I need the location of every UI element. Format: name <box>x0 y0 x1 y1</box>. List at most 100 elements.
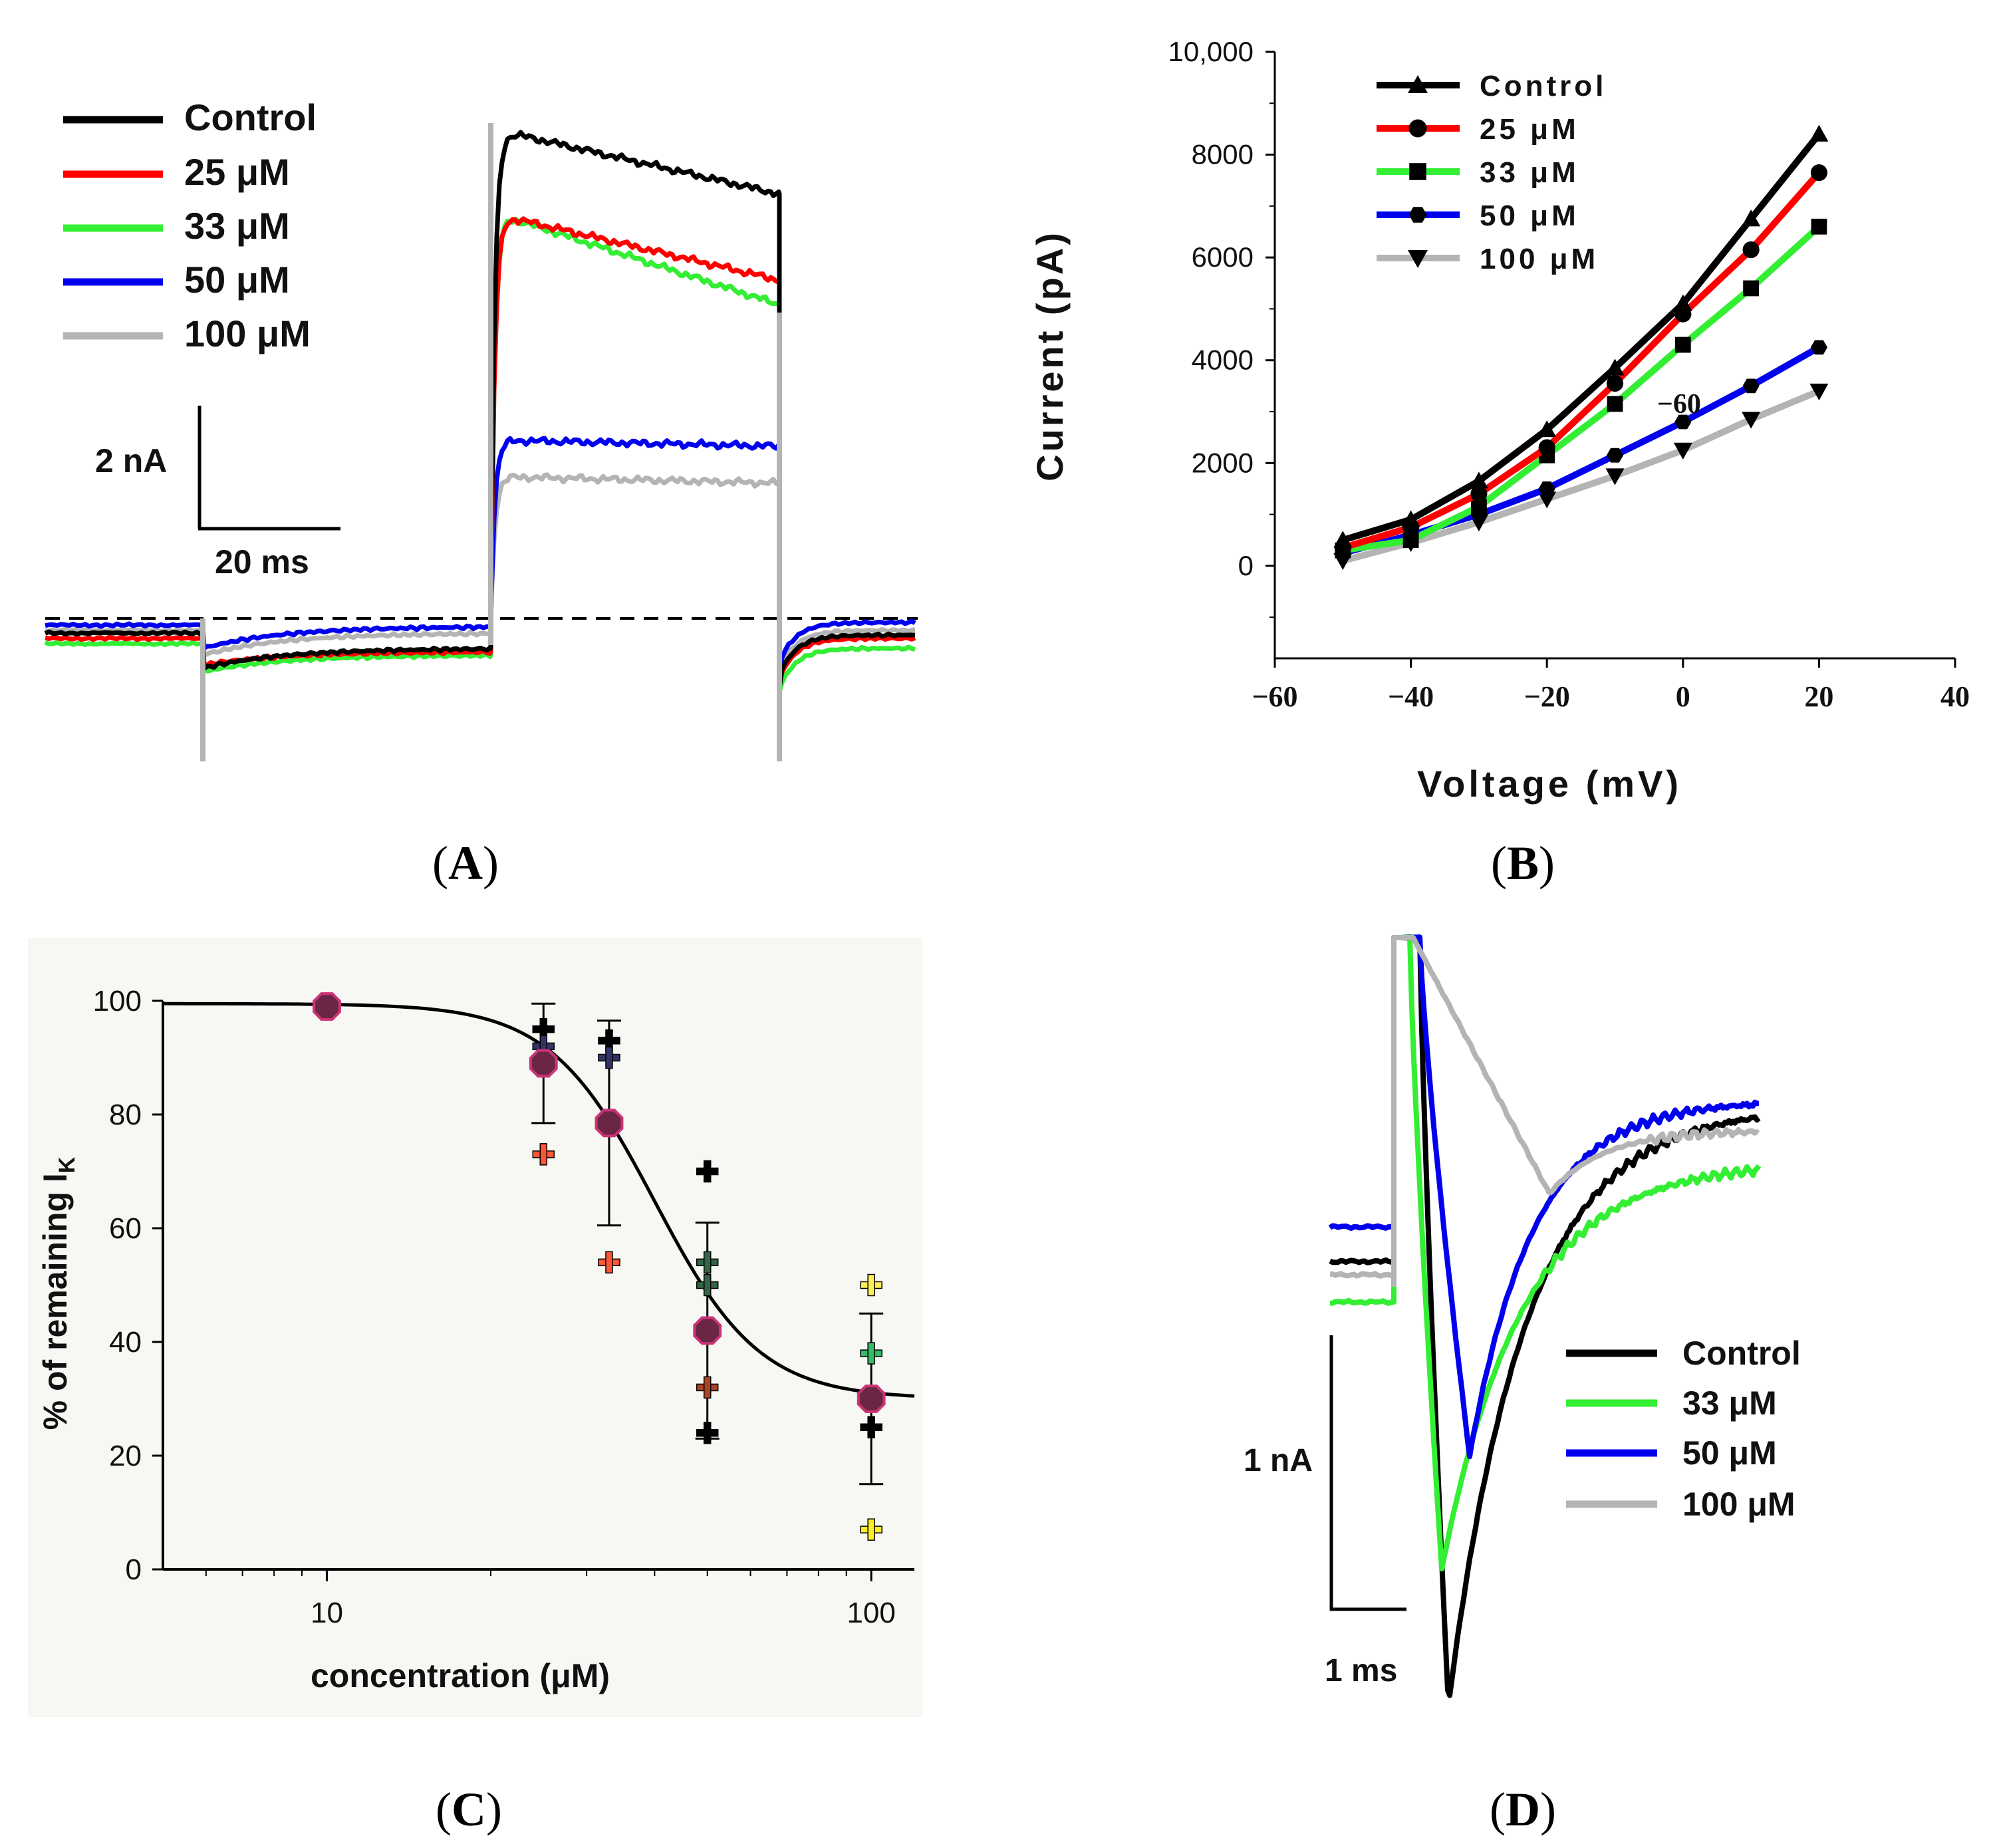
panel-c-y-label-main: % of remaining I <box>37 1173 74 1430</box>
panel-b-data-point <box>1401 510 1420 527</box>
panel-b-data-point <box>1742 209 1761 227</box>
panel-b-x-tick-label: 40 <box>1940 680 1970 713</box>
panel-c-y-label: % of remaining IK <box>37 1156 80 1430</box>
panel-c-plus-v <box>703 1422 712 1444</box>
panel-c-individual-point <box>598 1046 620 1069</box>
panel-b-data-point <box>1469 471 1488 489</box>
panel-b-y-tick-label: 8000 <box>1192 139 1254 170</box>
panel-c-individual-point <box>696 1376 719 1399</box>
panel-b-legend-marker <box>1408 250 1428 268</box>
panel-b-data-point <box>1606 374 1624 392</box>
panel-b-x-tick-label: 0 <box>1676 680 1690 713</box>
panel-b-legend-label: 25 μM <box>1480 113 1579 146</box>
panel-c-mean-point <box>313 992 341 1021</box>
panel-c-plus-v <box>867 1518 875 1541</box>
panel-a-legend-label: 50 μM <box>184 259 290 301</box>
panel-d-legend-label: 33 μM <box>1682 1385 1777 1422</box>
panel-c-y-tick-label: 60 <box>109 1212 142 1245</box>
panel-c-dose-response: 10 100 0 20 40 60 80 100 concentration (μM) % o… <box>28 938 922 1717</box>
panel-b-data-point <box>1537 420 1557 438</box>
panel-b-series-line <box>1341 132 1822 543</box>
panel-b-y-tick-label: 2000 <box>1192 447 1254 478</box>
panel-a-scale-current: 2 nA <box>95 442 167 479</box>
panel-d-trace <box>1329 934 1762 1572</box>
panel-c-x-label: concentration (μM) <box>311 1657 610 1694</box>
panel-c-individual-point <box>598 1251 620 1274</box>
panel-b-legend-label: 100 μM <box>1480 243 1599 275</box>
panel-c-mean-point <box>857 1385 886 1413</box>
panel-label-b: (B) <box>1491 837 1555 890</box>
panel-c-y-tick-label: 40 <box>109 1326 142 1359</box>
panel-d-legend-label: Control <box>1682 1335 1801 1372</box>
panel-label-d: (D) <box>1490 1783 1556 1836</box>
panel-b-data-point <box>1607 396 1623 412</box>
panel-b-iv-chart: −60 −40 −20 0 20 40 0 2000 4000 6000 8000 10,000 −6… <box>1029 36 1970 805</box>
panel-b-y-tick-label: 6000 <box>1192 241 1254 273</box>
panel-b-data-point <box>1742 241 1760 259</box>
panel-a-legend-label: 25 μM <box>184 151 290 193</box>
panel-b-x-tick-label: 20 <box>1804 680 1833 713</box>
panel-b-data-point <box>1742 412 1761 429</box>
panel-a-legend-label: Control <box>184 96 317 138</box>
panel-label-c: (C) <box>436 1783 502 1836</box>
panel-d-legend-label: 50 μM <box>1682 1434 1777 1472</box>
panel-b-data-point <box>1809 383 1829 401</box>
panel-b-y-tick-label: 4000 <box>1192 344 1254 376</box>
panel-b-legend-label: Control <box>1480 70 1607 102</box>
panel-label-d-letter: D <box>1506 1783 1540 1836</box>
panel-b-data-point <box>1470 485 1488 503</box>
panel-c-individual-point <box>860 1518 882 1541</box>
panel-b-data-point <box>1605 358 1625 376</box>
panel-b-data-point <box>1810 164 1827 182</box>
panel-c-plus-v <box>867 1416 875 1438</box>
panel-b-series-line <box>1341 170 1822 551</box>
panel-b-data-point <box>1674 414 1692 430</box>
panel-b-legend-label: 33 μM <box>1480 156 1579 189</box>
panel-b-data-point <box>1471 499 1487 515</box>
panel-a-legend: Control 25 μM 33 μM 50 μM 100 μM <box>63 96 317 354</box>
panel-c-plus-v <box>703 1376 712 1399</box>
panel-a-trace <box>44 216 916 694</box>
panel-c-y-tick-label: 20 <box>109 1440 142 1472</box>
panel-b-series-line <box>1342 224 1821 554</box>
panel-b-data-point <box>1743 280 1759 297</box>
panel-b-data-point <box>1333 531 1353 548</box>
panel-a-scale-time: 20 ms <box>215 543 309 581</box>
panel-b-data-point <box>1742 378 1760 394</box>
panel-label-c-letter: C <box>452 1783 486 1836</box>
panel-c-individual-point <box>696 1251 719 1274</box>
panel-c-y-tick-label: 100 <box>93 985 142 1017</box>
panel-c-x-tick-label: 100 <box>847 1597 895 1629</box>
panel-c-individual-point <box>860 1416 882 1438</box>
panel-b-data-point <box>1673 442 1692 460</box>
panel-c-plus-v <box>867 1273 875 1297</box>
panel-c-plus-v <box>703 1273 712 1297</box>
panel-b-legend-label: 50 μM <box>1480 199 1579 232</box>
panel-c-plus-v <box>867 1342 875 1365</box>
panel-b-x-tick-label: −40 <box>1388 680 1434 713</box>
panel-c-plus-v <box>605 1251 613 1274</box>
panel-b-legend: Control 25 μM 33 μM 50 μM 100 μM <box>1377 70 1607 275</box>
panel-a-trace <box>45 436 916 671</box>
panel-c-plus-v <box>539 1143 548 1166</box>
panel-b-data-point <box>1537 491 1557 509</box>
panel-b-x-tick-label: −20 <box>1524 680 1570 713</box>
panel-b-data-point <box>1605 468 1625 485</box>
panel-c-individual-point <box>860 1273 882 1297</box>
panel-a-traces: 2 nA 20 ms Control 25 μM 33 μM 50 μM 100… <box>44 96 918 761</box>
panel-b-legend-marker <box>1408 75 1428 93</box>
panel-label-a: (A) <box>432 837 499 890</box>
panel-b-data-point <box>1538 481 1555 496</box>
panel-c-y-tick-label: 80 <box>109 1099 142 1131</box>
panel-b-data-point <box>1674 336 1691 353</box>
panel-c-mean-point <box>595 1109 624 1138</box>
panel-b-legend-marker <box>1409 163 1426 180</box>
panel-a-trace <box>44 130 916 691</box>
panel-d-traces: 1 nA 1 ms Control 33 μM 50 μM 100 μM <box>1244 934 1801 1698</box>
panel-d-legend: Control 33 μM 50 μM 100 μM <box>1566 1335 1801 1523</box>
panel-b-y-label: Current (pA) <box>1029 230 1071 481</box>
panel-c-mean-point <box>693 1316 722 1345</box>
panel-b-y-tick-label: 0 <box>1238 550 1254 581</box>
panel-c-plus-v <box>605 1046 613 1069</box>
